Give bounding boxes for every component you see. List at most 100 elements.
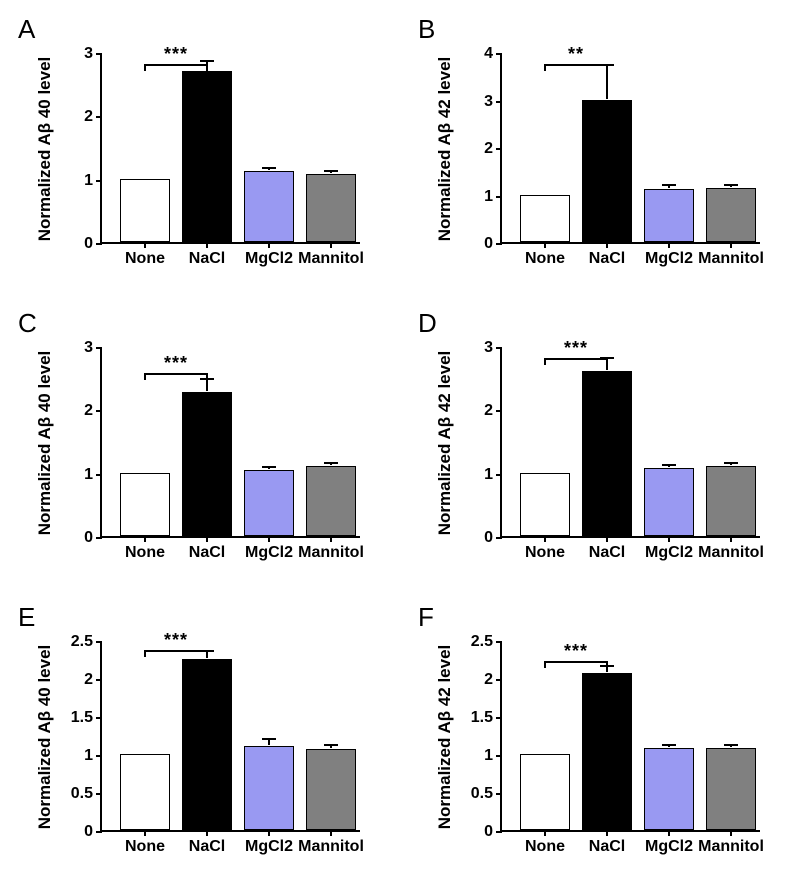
x-tick-label: MgCl2 — [245, 536, 293, 562]
plot-area: 0123NoneNaClMgCl2Mannitol*** — [500, 348, 760, 538]
panel-letter: D — [418, 308, 437, 339]
error-cap — [262, 738, 276, 740]
plot-area: 0123NoneNaClMgCl2Mannitol*** — [100, 348, 360, 538]
y-tick-label: 0.5 — [71, 785, 102, 803]
error-cap — [662, 184, 676, 186]
significance-tick — [544, 661, 546, 668]
y-tick-label: 1.5 — [71, 709, 102, 727]
x-tick-label: None — [125, 536, 165, 562]
significance-label: ** — [568, 44, 584, 65]
error-cap — [662, 744, 676, 746]
error-cap — [724, 462, 738, 464]
x-tick-label: Mannitol — [698, 242, 764, 268]
y-tick-label: 1 — [84, 172, 102, 190]
y-tick-label: 0 — [84, 529, 102, 547]
panel-letter: A — [18, 14, 35, 45]
bar-nacl — [582, 371, 632, 536]
x-tick-label: Mannitol — [298, 536, 364, 562]
bar-mannitol — [306, 749, 356, 830]
figure: A0123NoneNaClMgCl2Mannitol***Normalized … — [0, 0, 793, 879]
error-cap — [724, 184, 738, 186]
bar-nacl — [582, 100, 632, 243]
error-cap — [324, 744, 338, 746]
plot-area: 00.511.522.5NoneNaClMgCl2Mannitol*** — [500, 642, 760, 832]
y-tick-label: 3 — [84, 339, 102, 357]
x-tick-label: MgCl2 — [645, 536, 693, 562]
significance-label: *** — [164, 630, 188, 651]
panel-D: D0123NoneNaClMgCl2Mannitol***Normalized … — [410, 300, 775, 575]
bar-mgcl2 — [244, 470, 294, 537]
error-cap — [262, 167, 276, 169]
significance-tick — [544, 64, 546, 71]
y-tick-label: 1 — [484, 466, 502, 484]
y-tick-label: 0 — [484, 235, 502, 253]
error-cap — [724, 744, 738, 746]
y-tick-label: 1 — [484, 747, 502, 765]
y-tick-label: 2 — [484, 671, 502, 689]
y-tick-label: 2 — [484, 402, 502, 420]
bar-nacl — [182, 71, 232, 242]
x-tick-label: MgCl2 — [245, 830, 293, 856]
bar-mannitol — [706, 466, 756, 536]
y-tick-label: 0 — [84, 823, 102, 841]
panel-A: A 0123NoneNaClMgCl2Mannitol*** Normalized … — [10, 6, 375, 281]
error-cap — [200, 60, 214, 62]
bar-none — [520, 473, 570, 536]
error-bar — [206, 379, 208, 390]
x-tick-label: NaCl — [189, 830, 225, 856]
y-tick-label: 2.5 — [71, 633, 102, 651]
significance-label: *** — [164, 44, 188, 65]
bar-none — [120, 179, 170, 242]
x-tick-label: None — [125, 830, 165, 856]
bar-mgcl2 — [644, 748, 694, 830]
significance-tick — [144, 373, 146, 380]
bar-none — [120, 473, 170, 536]
y-tick-label: 2 — [84, 108, 102, 126]
x-tick-label: Mannitol — [698, 536, 764, 562]
panel-letter: F — [418, 602, 434, 633]
y-tick-label: 3 — [484, 339, 502, 357]
x-tick-label: NaCl — [189, 536, 225, 562]
bar-nacl — [182, 392, 232, 536]
error-cap — [262, 466, 276, 468]
y-tick-label: 1 — [484, 188, 502, 206]
y-tick-label: 2 — [84, 671, 102, 689]
y-axis-label: Normalized Aβ 40 level — [35, 642, 55, 832]
y-axis-label: Normalized Aβ 40 level — [35, 54, 55, 244]
bar-none — [120, 754, 170, 830]
significance-label: *** — [564, 338, 588, 359]
x-tick-label: NaCl — [589, 536, 625, 562]
y-tick-label: 2 — [484, 140, 502, 158]
x-tick-label: MgCl2 — [245, 242, 293, 268]
x-tick-label: MgCl2 — [645, 830, 693, 856]
x-tick-label: None — [525, 242, 565, 268]
panel-B: B01234NoneNaClMgCl2Mannitol**Normalized … — [410, 6, 775, 281]
bar-mgcl2 — [644, 468, 694, 536]
x-tick-label: Mannitol — [698, 830, 764, 856]
y-tick-label: 0 — [484, 529, 502, 547]
plot-area: 00.511.522.5NoneNaClMgCl2Mannitol*** — [100, 642, 360, 832]
y-axis-label: Normalized Aβ 42 level — [435, 642, 455, 832]
y-tick-label: 3 — [484, 93, 502, 111]
bar-mannitol — [706, 188, 756, 242]
x-tick-label: MgCl2 — [645, 242, 693, 268]
y-axis-label: Normalized Aβ 42 level — [435, 54, 455, 244]
bar-none — [520, 195, 570, 243]
plot-area: 0123NoneNaClMgCl2Mannitol*** — [100, 54, 360, 244]
panel-F: F 00.511.522.5NoneNaClMgCl2Mannitol*** Nor… — [410, 594, 775, 869]
x-tick-label: NaCl — [589, 830, 625, 856]
y-tick-label: 1 — [84, 747, 102, 765]
significance-tick — [544, 358, 546, 365]
x-tick-label: Mannitol — [298, 830, 364, 856]
error-cap — [324, 462, 338, 464]
bar-mannitol — [306, 466, 356, 536]
y-tick-label: 2 — [84, 402, 102, 420]
significance-tick — [206, 650, 208, 657]
panel-letter: E — [18, 602, 35, 633]
error-cap — [662, 464, 676, 466]
significance-tick — [606, 661, 608, 668]
bar-nacl — [182, 659, 232, 830]
x-tick-label: None — [525, 830, 565, 856]
error-cap — [324, 170, 338, 172]
y-tick-label: 0 — [84, 235, 102, 253]
